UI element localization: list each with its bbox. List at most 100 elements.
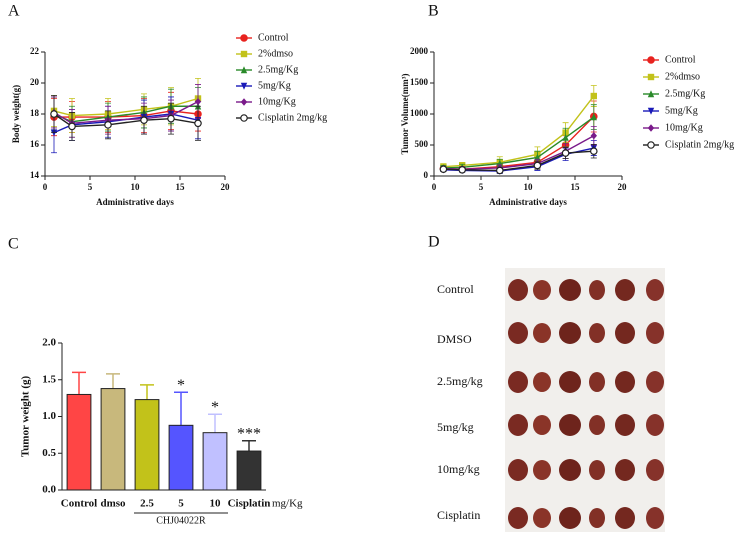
legend-marker [647,107,655,115]
bar [66,393,92,491]
significance: * [211,399,219,416]
marker [50,110,58,118]
x-tick-label: 2.5 [140,498,154,510]
legend-marker [647,90,655,98]
marker [68,122,76,131]
x-tick-label: 5 [88,182,93,192]
marker [458,166,467,174]
error-bar [106,373,120,389]
marker [140,116,148,125]
y-tick-label: 1000 [410,108,429,118]
x-tick-label: 5 [479,182,484,192]
legend-marker [647,124,655,132]
x-tick-label: Cisplatin [228,498,271,510]
y-tick-label: 14 [30,170,40,180]
legend-marker [240,34,248,42]
marker [590,113,597,121]
row-label: 5mg/kg [437,420,474,434]
row-label: 10mg/kg [437,462,480,476]
marker [590,92,597,100]
y-tick-label: 22 [30,46,40,56]
bar [134,399,160,491]
x-tick-label: 10 [524,182,534,192]
legend-label: Cisplatin 2mg/kg [258,112,327,123]
significance: *** [237,425,261,442]
x-tick-label: 10 [131,182,141,192]
y-axis-label: Body weight(g) [11,85,21,143]
error-bar [208,413,222,433]
x-tick-label: Control [61,498,97,510]
legend-label: 10mg/Kg [665,122,703,133]
y-tick-label: 0.5 [42,447,56,459]
legend-label: 2%dmso [665,71,700,82]
x-tick-label: 15 [571,182,581,192]
legend-label: Control [258,32,289,43]
panel-label: A [8,3,20,20]
y-tick-label: 2.0 [42,337,56,349]
x-tick-label: 10 [210,498,222,510]
panel-label: B [428,3,439,20]
legend-label: Control [665,54,696,65]
series-line [443,95,595,168]
x-tick-label: 0 [43,182,48,192]
marker [439,165,448,173]
y-tick-label: 0.0 [42,484,56,496]
x-tick-label: 20 [618,182,628,192]
y-axis-label: Tumor Volume(mm³) [400,74,410,155]
x-tick-label: 5 [178,498,184,510]
error-bar [140,384,154,400]
legend-marker [240,98,248,106]
series-line [443,116,595,169]
legend-label: 2.5mg/Kg [665,88,705,99]
legend-label: Cisplatin 2mg/kg [665,139,734,150]
bar [202,432,228,491]
significance: * [177,377,185,394]
series-line [53,100,199,125]
marker [590,132,597,140]
x-axis-label: Administrative days [96,197,174,207]
y-tick-label: 2000 [410,46,429,56]
row-label: Cisplatin [437,508,480,522]
row-label: DMSO [437,332,472,346]
bar [236,450,262,491]
legend-marker [240,50,248,58]
legend-marker [647,141,655,149]
x-axis-label: Administrative days [489,197,567,207]
photo [505,268,665,532]
series-line [53,105,198,123]
y-tick-label: 16 [30,139,40,149]
panel-label: D [428,234,440,251]
marker [495,166,504,175]
y-tick-label: 1500 [410,77,429,87]
y-tick-label: 1.0 [42,410,56,422]
legend-label: 2.5mg/Kg [258,64,298,75]
marker [194,97,202,106]
error-bar [72,371,86,395]
row-label: 2.5mg/kg [437,374,483,388]
legend-marker [647,73,655,81]
group-label: CHJ04022R [156,515,206,526]
y-axis-label: Tumor weight (g) [20,376,32,458]
legend-marker [240,114,248,122]
y-tick-label: 0 [424,170,429,180]
marker [589,147,598,156]
legend-label: 5mg/Kg [258,80,291,91]
bar [168,424,194,491]
marker [167,114,175,123]
bar [100,388,126,491]
x-tick-label: 0 [432,182,437,192]
legend-label: 2%dmso [258,48,293,59]
y-tick-label: 1.5 [42,373,56,385]
error-bar [174,391,188,426]
legend-label: 5mg/Kg [665,105,698,116]
row-label: Control [437,282,474,296]
marker [104,121,112,129]
y-tick-label: 500 [415,139,429,149]
x-tick-label: dmso [100,498,126,510]
legend-marker [647,56,655,64]
unit-label: mg/Kg [272,498,303,510]
marker [561,149,570,157]
y-tick-label: 20 [30,77,40,87]
y-tick-label: 18 [30,108,40,118]
